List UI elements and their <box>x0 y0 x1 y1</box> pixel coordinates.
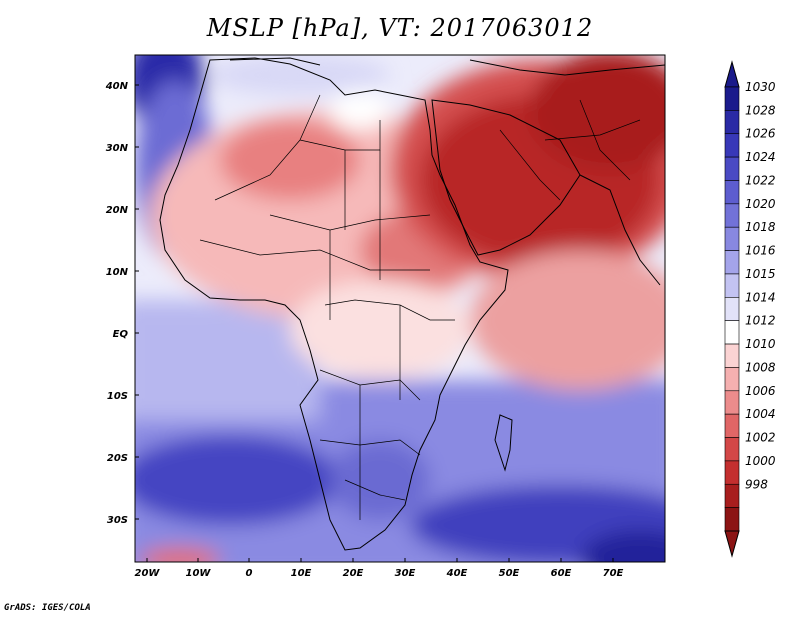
colorbar-label: 1010 <box>745 337 776 351</box>
colorbar-box <box>724 156 740 181</box>
colorbar-label: 1006 <box>745 384 776 398</box>
colorbar-max-arrow <box>724 60 740 88</box>
colorbar-label: 1022 <box>745 173 776 187</box>
colorbar-box <box>724 110 740 135</box>
colorbar-boxes <box>724 86 740 532</box>
lon-label: 40E <box>446 568 468 579</box>
colorbar-label: 1012 <box>745 314 776 328</box>
lat-label: 20S <box>107 453 128 464</box>
colorbar-box <box>724 460 740 485</box>
colorbar-box <box>724 367 740 392</box>
colorbar-label: 1028 <box>745 103 776 117</box>
lon-label: 10E <box>291 568 312 579</box>
lat-label: 10N <box>106 267 129 278</box>
grads-credit: GrADS: IGES/COLA <box>4 603 91 613</box>
colorbar-labels: 1030 1028 1026 1024 1022 1020 1018 1016 1015 1014… <box>745 80 776 491</box>
colorbar-label: 1002 <box>745 431 776 445</box>
colorbar-label: 1030 <box>745 80 776 94</box>
lat-label: 30S <box>107 515 128 526</box>
colorbar-label: 1015 <box>745 267 776 281</box>
country-borders <box>199 94 641 520</box>
colorbar-box <box>724 343 740 368</box>
colorbar-min-arrow <box>724 530 740 558</box>
colorbar-label: 1024 <box>745 150 776 164</box>
lat-ticks <box>135 84 139 520</box>
colorbar-box <box>724 226 740 251</box>
map-title: MSLP [hPa], VT: 2017063012 <box>206 14 594 42</box>
colorbar-label: 1026 <box>745 127 776 141</box>
lon-label: 20E <box>343 568 364 579</box>
colorbar-box <box>724 413 740 438</box>
lat-label: 40N <box>105 81 129 92</box>
lat-axis: 40N 30N 20N 10N EQ 10S 20S 30S <box>105 81 129 526</box>
lat-label: 30N <box>106 143 129 154</box>
lon-label: 0 <box>246 568 253 579</box>
colorbar-box <box>724 483 740 508</box>
lat-label: 10S <box>107 391 128 402</box>
colorbar-box <box>724 507 740 532</box>
lon-ticks <box>146 558 614 562</box>
colorbar-box <box>724 437 740 462</box>
colorbar-box <box>724 180 740 205</box>
lon-label: 20W <box>135 568 161 579</box>
lon-axis: 20W 10W 0 10E 20E 30E 40E 50E 60E 70E <box>135 568 624 579</box>
colorbar-box <box>724 250 740 275</box>
pressure-field <box>135 55 665 562</box>
lon-label: 30E <box>395 568 416 579</box>
lon-label: 10W <box>186 568 212 579</box>
colorbar-box <box>724 390 740 415</box>
coastlines <box>159 57 665 551</box>
colorbar-label: 998 <box>745 477 768 491</box>
colorbar-box <box>724 273 740 298</box>
colorbar: 1030 1028 1026 1024 1022 1020 1018 1016 1015 1014… <box>724 60 776 558</box>
colorbar-label: 1008 <box>745 360 776 374</box>
colorbar-label: 1014 <box>745 290 776 304</box>
lat-label: 20N <box>106 205 129 216</box>
colorbar-label: 1016 <box>745 244 776 258</box>
lon-label: 70E <box>603 568 624 579</box>
colorbar-box <box>724 203 740 228</box>
colorbar-box <box>724 320 740 345</box>
colorbar-box <box>724 133 740 158</box>
lon-label: 50E <box>499 568 520 579</box>
lat-label: EQ <box>113 329 129 340</box>
colorbar-label: 1004 <box>745 407 776 421</box>
map-frame <box>134 54 666 563</box>
colorbar-label: 1020 <box>745 197 776 211</box>
colorbar-box <box>724 86 740 111</box>
colorbar-box <box>724 297 740 321</box>
colorbar-label: 1018 <box>745 220 776 234</box>
colorbar-label: 1000 <box>745 454 776 468</box>
lon-label: 60E <box>551 568 572 579</box>
